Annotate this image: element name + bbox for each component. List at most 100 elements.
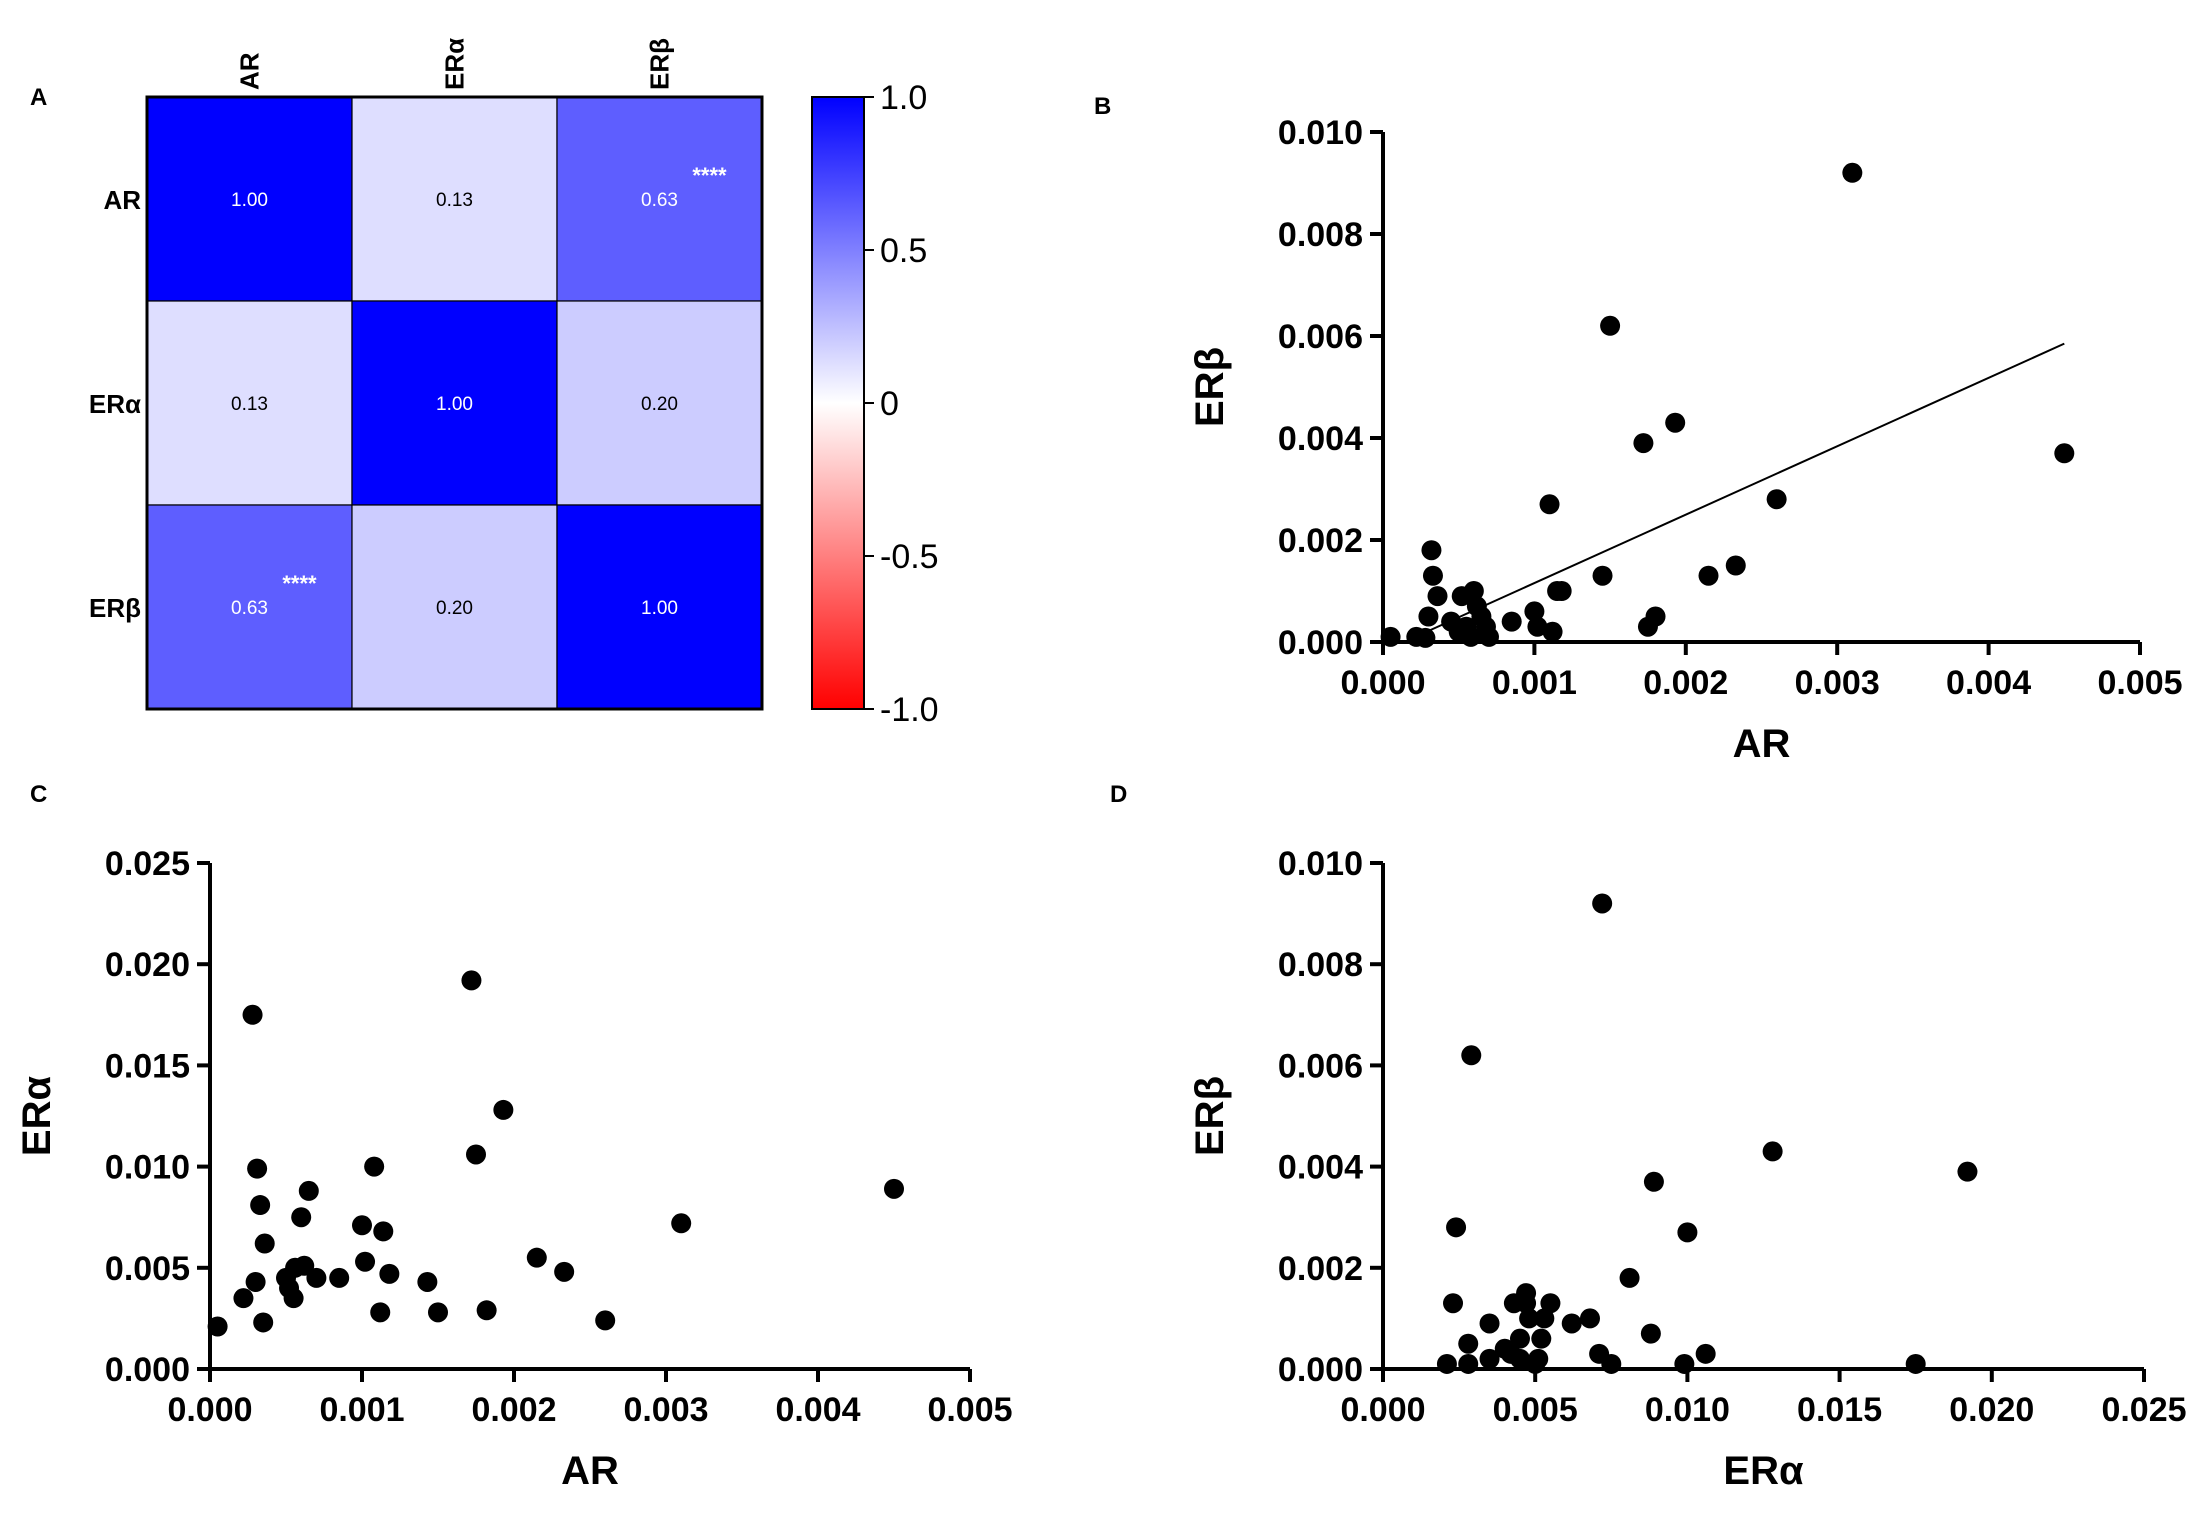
scatter-point — [1695, 1343, 1716, 1364]
panel-d: D 0.000 0.005 0.010 0.015 0.020 0.025 0.000 0.0… — [1110, 781, 2187, 1493]
scatter-point — [1509, 1348, 1530, 1369]
y-tick-label: 0.002 — [1278, 522, 1363, 560]
scatter-point — [233, 1288, 254, 1309]
scatter-point — [1479, 1348, 1500, 1369]
scatter-point — [329, 1267, 350, 1288]
x-tick-label: 0.010 — [1645, 1391, 1730, 1429]
scatter-point — [1633, 433, 1654, 454]
heatmap-cell-value: 0.20 — [436, 598, 473, 619]
y-tick-label: 0.006 — [1278, 318, 1363, 356]
scatter-point — [1542, 621, 1563, 642]
colorbar-tick-label: 1.0 — [880, 79, 927, 117]
scatter-point — [250, 1195, 271, 1216]
scatter-point — [1762, 1141, 1783, 1162]
heatmap-cell-value: 0.13 — [436, 190, 473, 211]
x-axis-title: ERα — [1723, 1449, 1804, 1493]
scatter-point — [207, 1316, 228, 1337]
x-axis-title: AR — [561, 1449, 619, 1493]
scatter-point — [242, 1004, 263, 1025]
scatter-point — [1509, 1328, 1530, 1349]
y-tick-label: 0.000 — [1278, 1351, 1363, 1389]
scatter-point — [466, 1144, 486, 1165]
heatmap-cell — [556, 300, 763, 506]
scatter-point — [1422, 565, 1443, 586]
heatmap-border — [145, 95, 764, 711]
heatmap-cell-value: 0.63 — [641, 190, 678, 211]
panel-a-letter: A — [30, 84, 47, 111]
y-tick-label: 0.006 — [1278, 1047, 1363, 1085]
panel-d-letter: D — [1110, 781, 1127, 808]
scatter-point — [428, 1302, 448, 1323]
x-tick-label: 0.000 — [1340, 664, 1425, 702]
scatter-point — [373, 1221, 394, 1242]
scatter-point — [1698, 565, 1719, 586]
heatmap-cell-value: 0.63 — [231, 598, 268, 619]
scatter-point — [247, 1158, 268, 1179]
y-tick-label: 0.000 — [1278, 624, 1363, 662]
scatter-point — [1478, 626, 1499, 647]
scatter-point — [1415, 627, 1436, 648]
scatter-point — [417, 1271, 438, 1292]
heatmap-column-label: AR — [235, 52, 265, 90]
scatter-point — [1479, 1313, 1500, 1334]
scatter-point — [1539, 494, 1560, 515]
regression-line — [1420, 342, 2065, 636]
heatmap-column-label: ERα — [440, 38, 470, 90]
heatmap-cell — [146, 96, 353, 302]
colorbar-tick-label: 0.5 — [880, 232, 927, 270]
scatter-point — [476, 1300, 497, 1321]
heatmap-cell — [351, 504, 558, 710]
scatter-point — [355, 1251, 376, 1272]
y-tick-label: 0.010 — [105, 1149, 190, 1187]
y-tick-label: 0.004 — [1278, 1149, 1363, 1187]
scatter-point — [1601, 1353, 1622, 1374]
scatter-point — [1418, 606, 1439, 627]
significance-stars: **** — [692, 163, 727, 188]
scatter-point — [1551, 581, 1572, 601]
x-tick-label: 0.001 — [319, 1391, 404, 1429]
scatter-point — [1524, 601, 1545, 622]
scatter-point — [1458, 1333, 1479, 1354]
panel-c: C 0.000 0.001 0.002 0.003 0.004 0.005 0.000 0.0… — [15, 781, 1013, 1493]
y-axis-title: ERβ — [1188, 347, 1232, 427]
scatter-point — [1766, 489, 1787, 510]
scatter-point — [1640, 1323, 1661, 1344]
x-tick-label: 0.005 — [927, 1391, 1012, 1429]
scatter-point — [298, 1180, 319, 1201]
scatter-point — [671, 1213, 692, 1234]
scatter-point — [1619, 1267, 1640, 1288]
scatter-point — [526, 1247, 547, 1268]
scatter-point — [1540, 1293, 1561, 1314]
scatter-point — [1905, 1353, 1926, 1374]
scatter-point — [1645, 606, 1666, 627]
scatter-point — [283, 1288, 304, 1309]
scatter-point — [1527, 616, 1548, 637]
x-tick-label: 0.000 — [1340, 1391, 1425, 1429]
y-axis-title: ERα — [15, 1076, 59, 1157]
y-axis-title: ERβ — [1188, 1076, 1232, 1156]
panel-b: B 0.000 0.001 0.002 0.003 0.004 0.005 0.000 0.0… — [1094, 93, 2183, 766]
scatter-point — [1561, 1313, 1582, 1334]
scatter-point — [884, 1178, 904, 1199]
x-axis-title: AR — [1733, 722, 1791, 766]
scatter-point — [554, 1261, 575, 1282]
y-tick-label: 0.010 — [1278, 845, 1363, 883]
scatter-point — [1463, 581, 1484, 601]
x-tick-label: 0.025 — [2101, 1391, 2186, 1429]
y-tick-label: 0.025 — [105, 845, 190, 883]
scatter-point — [461, 970, 482, 991]
x-tick-label: 0.020 — [1949, 1391, 2034, 1429]
x-tick-label: 0.000 — [167, 1391, 252, 1429]
scatter-point — [595, 1310, 616, 1331]
scatter-point — [306, 1267, 327, 1288]
panel-c-letter: C — [30, 781, 47, 808]
heatmap-cell — [351, 96, 558, 302]
scatter-point — [1677, 1222, 1698, 1243]
scatter-point — [352, 1215, 372, 1236]
scatter-point — [1534, 1308, 1555, 1329]
scatter-point — [2054, 443, 2075, 464]
y-tick-label: 0.005 — [105, 1250, 190, 1288]
significance-stars: **** — [282, 571, 317, 596]
colorbar-tick-label: -0.5 — [880, 538, 939, 576]
heatmap-cell — [351, 300, 558, 506]
